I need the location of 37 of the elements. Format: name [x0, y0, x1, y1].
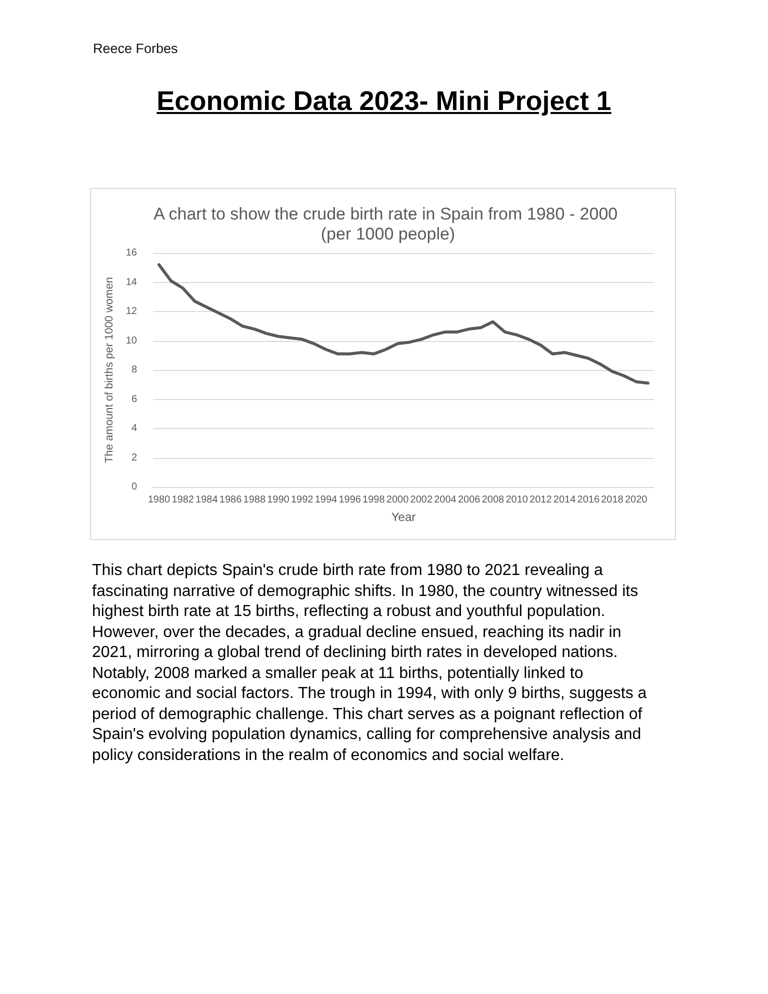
x-tick-label: 2014: [553, 494, 576, 506]
x-tick-label: 1982: [172, 494, 194, 506]
x-tick-label: 1988: [243, 494, 266, 506]
x-tick-label: 2006: [458, 494, 481, 506]
x-tick-label: 1994: [314, 494, 338, 506]
y-tick-label: 16: [126, 248, 138, 258]
x-tick-label: 2016: [577, 494, 600, 506]
x-tick-label: 2002: [410, 494, 433, 506]
x-tick-label: 2004: [434, 494, 457, 506]
text: Economic Data 2023- Mini Project 1: [156, 86, 612, 117]
y-tick-label: 10: [126, 335, 138, 346]
y-tick-label: 4: [131, 423, 138, 434]
x-tick-label: 1990: [267, 494, 290, 506]
x-tick-label: 1996: [338, 494, 362, 506]
x-tick-label: 1992: [290, 494, 314, 506]
x-tick-label: 2012: [530, 494, 552, 506]
y-tick-label: 0: [131, 482, 138, 492]
chart-title: A chart to show the crude birth rate in Spain from 1980 - 2000 (per 1000 people): [154, 204, 622, 244]
text: Reece Forbes: [93, 41, 178, 56]
x-tick-label: 1986: [219, 494, 242, 506]
x-tick-label: 2008: [482, 494, 505, 506]
x-tick-label: 2010: [506, 494, 528, 506]
y-tick-label: 6: [131, 394, 138, 405]
x-tick-label: 2020: [624, 494, 648, 506]
x-tick-label: 1980: [148, 494, 171, 506]
x-tick-label: 1984: [196, 494, 218, 506]
x-tick-label: 1998: [362, 494, 386, 506]
y-axis-title: The amount of births per 1000 women: [103, 277, 116, 463]
x-tick-label: 2000: [386, 494, 410, 506]
line-series: [157, 263, 650, 385]
y-tick-label: 12: [126, 306, 138, 317]
y-tick-label: 2: [131, 452, 138, 464]
text: This chart depicts Spain's crude birth rate from 1980 to 2021 revealing a fascinating narrative of demographic shifts. In 1980, the country witnessed its highest birth rate at 15 births, reflecting a robust and youthful population. However, over the decades, a gradual decline ensued, reaching its nadir in 2021, mirroring a global trend of declining birth rates in developed nations. Notably, 2008 marked a smaller peak at 11 births, potentially linked to economic and social factors. The trough in 1994, with only 9 births, suggests a period of demographic challenge. This chart serves as a poignant reflection of Spain's evolving population dynamics, calling for comprehensive analysis and policy considerations in the realm of economics and social welfare.: [92, 562, 647, 764]
x-axis-title: Year: [391, 510, 416, 524]
x-tick-label: 2018: [601, 494, 624, 506]
y-tick-label: 8: [131, 364, 138, 376]
y-tick-label: 14: [126, 276, 138, 288]
